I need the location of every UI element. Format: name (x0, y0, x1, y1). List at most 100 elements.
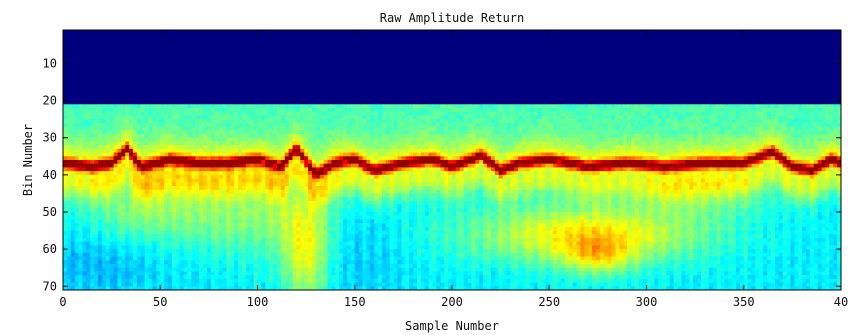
heatmap-cell (553, 63, 558, 68)
heatmap-cell (514, 56, 519, 61)
heatmap-cell (833, 33, 838, 38)
heatmap-cell (148, 93, 153, 98)
heatmap-cell (619, 82, 624, 87)
heatmap-cell (401, 89, 406, 94)
heatmap-cell (654, 59, 659, 64)
heatmap-cell (483, 30, 488, 35)
heatmap-cell (288, 44, 294, 50)
heatmap-cell (249, 119, 255, 124)
heatmap-cell (105, 56, 111, 61)
heatmap-cell (385, 63, 391, 68)
heatmap-cell (249, 30, 255, 35)
heatmap-cell (560, 44, 566, 50)
heatmap-cell (140, 30, 146, 35)
heatmap-cell (397, 37, 402, 42)
heatmap-cell (732, 41, 737, 46)
heatmap-cell (203, 96, 208, 102)
heatmap-cell (315, 44, 321, 50)
heatmap-cell (265, 67, 270, 72)
heatmap-cell (420, 52, 426, 57)
heatmap-cell (280, 100, 286, 105)
heatmap-cell (354, 67, 360, 72)
heatmap-cell (650, 89, 655, 94)
heatmap-cell (541, 48, 546, 53)
heatmap-cell (794, 93, 799, 98)
heatmap-cell (385, 100, 391, 105)
heatmap-cell (537, 52, 542, 57)
heatmap-cell (743, 93, 749, 98)
heatmap-cell (592, 67, 597, 72)
heatmap-cell (728, 33, 733, 38)
heatmap-cell (630, 96, 636, 102)
heatmap-cell (148, 56, 153, 61)
heatmap-cell (483, 85, 488, 90)
heatmap-cell (78, 63, 83, 68)
heatmap-cell (226, 82, 231, 87)
heatmap-cell (339, 33, 344, 38)
heatmap-cell (257, 82, 262, 87)
heatmap-cell (74, 78, 80, 83)
heatmap-cell (557, 59, 562, 64)
heatmap-cell (416, 96, 422, 102)
heatmap-cell (774, 48, 780, 53)
heatmap-cell (304, 82, 309, 87)
heatmap-cell (689, 93, 694, 98)
heatmap-cell (366, 93, 371, 98)
heatmap-cell (802, 33, 807, 38)
heatmap-cell (603, 111, 609, 116)
heatmap-cell (798, 111, 803, 116)
heatmap-cell (502, 100, 507, 105)
heatmap-cell (311, 93, 317, 98)
heatmap-cell (385, 74, 391, 79)
heatmap-cell (203, 52, 208, 57)
heatmap-cell (767, 48, 772, 53)
heatmap-cell (677, 89, 683, 94)
heatmap-cell (646, 108, 651, 113)
heatmap-cell (677, 33, 683, 38)
heatmap-cell (584, 82, 589, 87)
heatmap-cell (331, 78, 336, 83)
heatmap-cell (284, 52, 290, 57)
heatmap-cell (168, 82, 173, 87)
heatmap-cell (416, 41, 422, 46)
heatmap-cell (732, 37, 737, 42)
heatmap-cell (817, 33, 823, 38)
heatmap-cell (615, 56, 620, 61)
heatmap-cell (821, 85, 826, 90)
heatmap-cell (833, 82, 838, 87)
heatmap-cell (498, 115, 504, 120)
heatmap-cell (813, 74, 819, 79)
heatmap-cell (514, 52, 519, 57)
heatmap-cell (662, 93, 667, 98)
heatmap-cell (370, 96, 375, 102)
heatmap-cell (300, 41, 305, 46)
heatmap-cell (413, 56, 418, 61)
heatmap-cell (440, 41, 445, 46)
heatmap-cell (642, 33, 647, 38)
heatmap-cell (630, 74, 636, 79)
heatmap-cell (650, 78, 655, 83)
heatmap-cell (315, 33, 321, 38)
heatmap-cell (105, 30, 111, 35)
heatmap-cell (599, 115, 605, 120)
heatmap-cell (739, 41, 745, 46)
heatmap-cell (440, 108, 445, 113)
heatmap-cell (821, 70, 826, 76)
heatmap-cell (595, 56, 601, 61)
heatmap-cell (226, 41, 231, 46)
heatmap-cell (424, 115, 430, 120)
heatmap-cell (778, 96, 784, 102)
heatmap-cell (794, 111, 799, 116)
heatmap-cell (269, 111, 274, 116)
heatmap-cell (82, 85, 87, 90)
heatmap-cell (432, 82, 437, 87)
heatmap-cell (160, 59, 165, 64)
heatmap-cell (105, 41, 111, 46)
heatmap-cell (335, 93, 340, 98)
heatmap-cell (370, 56, 375, 61)
heatmap-cell (716, 30, 721, 35)
heatmap-cell (607, 63, 612, 68)
heatmap-cell (140, 104, 146, 109)
heatmap-cell (327, 48, 332, 53)
heatmap-cell (794, 119, 799, 124)
